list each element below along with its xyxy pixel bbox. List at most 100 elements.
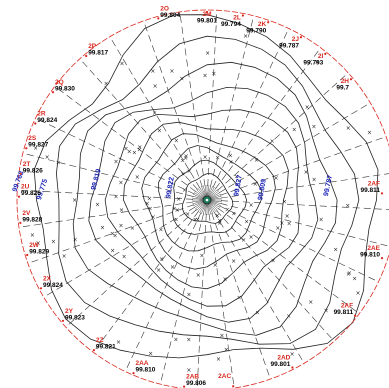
spot-marker: × — [62, 253, 67, 260]
spot-marker: × — [119, 61, 124, 68]
spot-marker: × — [355, 290, 360, 297]
hub-hatch — [201, 186, 206, 197]
boundary-point-dot — [26, 253, 29, 257]
point-name: 2R — [37, 111, 46, 118]
contour-labels: 99.768 99.775 99.819 99.822 99.827 99.809 99.7… — [12, 168, 335, 201]
spot-marker: × — [346, 271, 351, 278]
point-elevation: 99.824 — [43, 282, 63, 289]
spot-marker: × — [148, 350, 153, 357]
spot-marker: × — [217, 220, 222, 227]
spot-marker: × — [113, 159, 118, 166]
point-elevation: 99.801 — [271, 361, 291, 368]
point-elevation: 99.811 — [360, 187, 380, 194]
spot-marker: × — [137, 144, 142, 151]
contour-line — [181, 173, 234, 224]
spot-marker: × — [51, 238, 56, 245]
point-elevation: 99.823 — [65, 314, 85, 321]
boundary-point-dot — [157, 17, 160, 20]
spot-marker: × — [113, 194, 118, 201]
spot-marker: × — [30, 232, 35, 239]
spot-marker: × — [156, 267, 161, 274]
spot-marker: × — [215, 155, 220, 162]
boundary-point-dot — [324, 52, 327, 56]
spot-marker: × — [127, 149, 132, 156]
spot-marker: × — [286, 313, 291, 320]
point-name: 2Y — [65, 308, 74, 315]
radial-line — [21, 189, 194, 200]
contour-line — [88, 86, 319, 323]
spot-marker: × — [254, 157, 259, 164]
point-name: 2AB — [186, 374, 199, 381]
point-name: 2V — [22, 210, 31, 217]
point-elevation: 99.828 — [22, 216, 42, 223]
spot-marker: × — [274, 175, 279, 182]
spot-marker: × — [174, 138, 179, 145]
contour-label: 99.787 — [323, 174, 334, 197]
point-elevation: 99.827 — [28, 142, 48, 149]
boundary-point-dot — [380, 192, 384, 195]
point-name: 2P — [88, 43, 97, 50]
spot-marker: × — [308, 299, 313, 306]
point-name: 2M — [202, 11, 211, 18]
spot-marker: × — [287, 220, 292, 227]
hub-hatch — [208, 186, 213, 197]
spot-marker: × — [367, 130, 372, 137]
spot-marker: × — [282, 198, 287, 205]
hub-hatch — [192, 200, 204, 203]
contour-lines — [33, 14, 379, 359]
spot-marker: × — [243, 33, 248, 40]
boundary-point-dot — [205, 10, 209, 14]
spot-marker: × — [292, 127, 297, 134]
spot-marker: × — [184, 153, 189, 160]
point-elevation: 99.817 — [88, 50, 108, 57]
spot-marker: × — [216, 356, 221, 363]
radial-line — [216, 210, 332, 339]
point-name: 2U — [21, 184, 30, 191]
hub-hatch — [199, 186, 206, 197]
spot-marker: × — [315, 59, 320, 66]
boundary-point-dot — [183, 385, 186, 388]
spot-marker: × — [186, 291, 191, 298]
spot-marker: × — [249, 234, 254, 241]
spot-marker: × — [193, 216, 198, 223]
spot-marker: × — [346, 125, 351, 132]
spot-marker: × — [231, 258, 236, 265]
point-name: 2AE — [367, 245, 380, 252]
spot-marker: × — [116, 339, 121, 346]
contour-line — [123, 121, 289, 290]
point-name: 2AC — [218, 373, 231, 380]
point-name: 2T — [23, 161, 31, 168]
contour-label: 99.822 — [165, 176, 176, 198]
point-elevation: 99.793 — [303, 59, 323, 66]
spot-marker: × — [275, 225, 280, 232]
point-elevation: 99.7 — [336, 85, 349, 92]
contour-line — [104, 109, 300, 307]
hub-hatch — [204, 185, 207, 197]
contour-line — [33, 14, 379, 359]
hub-hatch — [210, 197, 222, 200]
contour-line — [55, 35, 360, 345]
radial-line — [207, 14, 218, 187]
spot-marker: × — [211, 71, 216, 78]
spot-marker: × — [279, 220, 284, 227]
spot-marker: × — [324, 307, 329, 314]
spot-marker: × — [122, 254, 127, 261]
spot-marker: × — [333, 247, 338, 254]
spot-marker: × — [180, 171, 185, 178]
spot-marker: × — [137, 146, 142, 153]
point-name: 2W — [29, 242, 40, 249]
contour-line — [141, 133, 276, 270]
point-elevation: 99.804 — [160, 12, 180, 19]
spot-marker: × — [249, 202, 254, 209]
radial-line — [220, 173, 389, 199]
spot-marker: × — [159, 256, 164, 263]
point-name: 2Z — [96, 337, 104, 344]
hub-hatch — [207, 185, 212, 197]
spot-marker: × — [202, 73, 207, 80]
